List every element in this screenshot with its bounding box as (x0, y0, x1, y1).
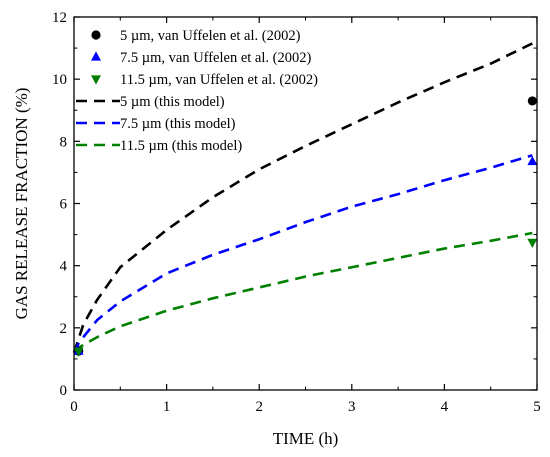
y-tick-label-1: 2 (60, 321, 68, 337)
x-tick-label-5: 5 (533, 399, 541, 415)
legend-label-0: 5 µm, van Uffelen et al. (2002) (120, 28, 301, 44)
x-tick-label-1: 1 (163, 399, 171, 415)
y-axis-title: GAS RELEASE FRACTION (%) (12, 88, 31, 320)
y-tick-label-4: 8 (60, 134, 68, 150)
plot-layer (72, 42, 538, 357)
series-5-line (73, 231, 533, 353)
legend-label-2: 11.5 µm, van Uffelen et al. (2002) (120, 72, 318, 88)
x-tick-label-0: 0 (70, 399, 78, 415)
legend-symbol-1 (91, 51, 101, 61)
y-tick-label-6: 12 (52, 10, 67, 26)
legend-label-4: 7.5 µm (this model) (120, 116, 236, 132)
y-tick-label-0: 0 (60, 383, 68, 399)
legend-symbol-2 (91, 75, 101, 85)
legend-label-5: 11.5 µm (this model) (120, 138, 242, 154)
series-3-line (72, 42, 533, 354)
series-1-point-0 (527, 155, 538, 166)
y-tick-label-5: 10 (52, 72, 67, 88)
legend-symbol-0 (91, 30, 101, 40)
y-tick-label-2: 4 (60, 259, 68, 275)
series-2-point-0 (527, 238, 538, 248)
series-0-point-0 (527, 96, 537, 106)
x-axis-title: TIME (h) (273, 429, 339, 448)
y-tick-label-3: 6 (60, 197, 68, 213)
series-4-line (72, 154, 533, 354)
legend: 5 µm, van Uffelen et al. (2002) 7.5 µm, v… (76, 28, 318, 154)
legend-label-1: 7.5 µm, van Uffelen et al. (2002) (120, 50, 311, 66)
series-2-point-1 (73, 347, 84, 357)
x-tick-label-4: 4 (441, 399, 449, 415)
legend-label-3: 5 µm (this model) (120, 94, 225, 110)
x-tick-label-2: 2 (255, 399, 263, 415)
x-tick-label-3: 3 (348, 399, 356, 415)
